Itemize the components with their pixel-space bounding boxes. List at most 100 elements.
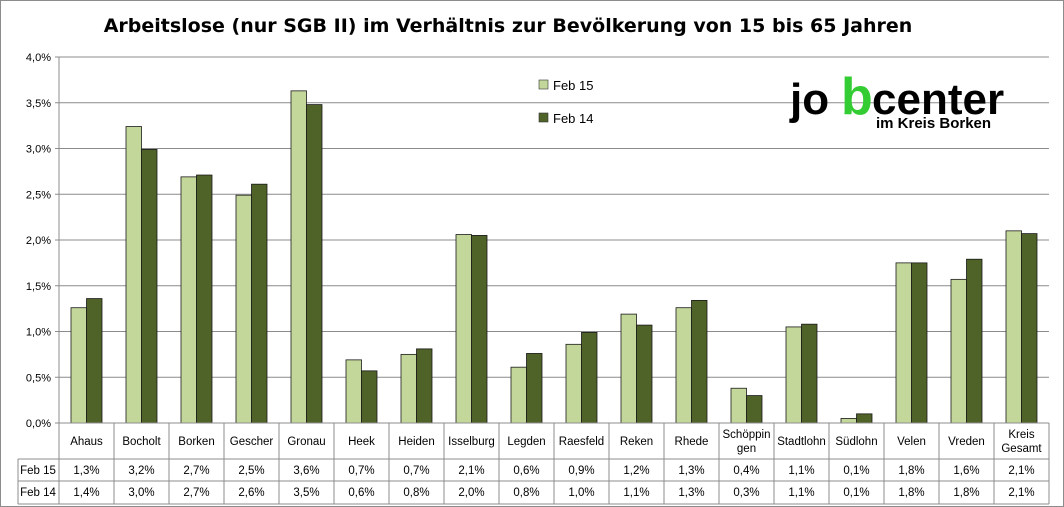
bar-feb14	[471, 235, 488, 424]
table-value: 1,0%	[568, 487, 594, 499]
logo-subtitle: im Kreis Borken	[876, 115, 991, 132]
bar-feb15	[70, 307, 87, 424]
category-label: Gescher	[230, 436, 274, 448]
bar-feb15	[895, 262, 912, 424]
legend: Feb 15 Feb 14	[538, 78, 593, 126]
category-label: Raesfeld	[559, 436, 604, 448]
category-label: Rhede	[675, 436, 709, 448]
table-value: 3,5%	[293, 487, 319, 499]
y-tick-label: 1,0%	[26, 327, 51, 339]
table-value: 1,1%	[623, 487, 649, 499]
table-value: 0,1%	[843, 465, 869, 477]
table-value: 0,8%	[513, 487, 539, 499]
table-value: 0,4%	[733, 465, 759, 477]
category-label: Heiden	[398, 436, 434, 448]
table-value: 1,3%	[678, 487, 704, 499]
legend-label-feb15: Feb 15	[553, 78, 593, 93]
bar-feb15	[785, 326, 802, 424]
bar-feb14	[416, 348, 433, 424]
bar-feb15	[400, 353, 417, 424]
legend-swatch-feb14	[538, 112, 549, 123]
bar-feb15	[455, 234, 472, 424]
bar-feb15	[1005, 230, 1022, 424]
table-series-label: Feb 15	[20, 465, 56, 477]
table-value: 1,2%	[623, 465, 649, 477]
table-value: 0,8%	[403, 487, 429, 499]
table-value: 2,0%	[458, 487, 484, 499]
y-tick-label: 1,5%	[26, 281, 51, 293]
logo-text-b: b	[841, 68, 873, 126]
category-label: Gesamt	[1001, 443, 1042, 455]
table-value: 1,1%	[788, 465, 814, 477]
legend-label-feb14: Feb 14	[553, 111, 593, 126]
category-label: Borken	[178, 436, 214, 448]
table-value: 2,6%	[238, 487, 264, 499]
category-label: Gronau	[287, 436, 325, 448]
table-value: 2,5%	[238, 465, 264, 477]
category-label: Kreis	[1008, 429, 1034, 441]
bar-feb14	[801, 323, 818, 424]
y-tick-label: 3,0%	[26, 144, 51, 156]
table-value: 1,8%	[898, 465, 924, 477]
y-tick-label: 4,0%	[26, 52, 51, 64]
table-value: 1,1%	[788, 487, 814, 499]
bar-feb15	[620, 313, 637, 424]
data-table: Ahaus Bocholt Borken Gescher Gronau Heek Heide…	[17, 422, 1050, 505]
chart-title: Arbeitslose (nur SGB II) im Verhältnis z…	[104, 15, 913, 37]
bar-feb14	[911, 262, 928, 424]
bar-feb14	[196, 174, 213, 424]
legend-swatch-feb15	[538, 79, 549, 90]
table-value: 2,7%	[183, 487, 209, 499]
category-label: Heek	[348, 436, 375, 448]
table-value: 1,4%	[73, 487, 99, 499]
category-label: Ahaus	[70, 436, 103, 448]
table-value: 3,6%	[293, 465, 319, 477]
bar-feb15	[675, 307, 692, 424]
category-label: Legden	[507, 436, 545, 448]
bar-feb14	[141, 149, 158, 424]
gridlines	[59, 56, 1049, 424]
bar-feb15	[565, 343, 582, 424]
y-tick-label: 0,5%	[26, 372, 51, 384]
bar-feb15	[345, 359, 362, 424]
bar-feb14	[361, 370, 378, 424]
y-axis-ticks: 0,0% 0,5% 1,0% 1,5% 2,0% 2,5% 3,0% 3,5% 4,0%	[26, 52, 60, 430]
jobcenter-logo: jo b center im Kreis Borken	[789, 68, 1004, 132]
category-label: Schöppin	[723, 429, 771, 441]
table-value: 3,0%	[128, 487, 154, 499]
table-value: 2,1%	[1008, 465, 1034, 477]
bar-feb14	[856, 413, 873, 424]
bar-feb14	[526, 353, 543, 424]
logo-text-center: center	[872, 75, 1004, 124]
table-value: 1,6%	[953, 465, 979, 477]
category-label: Stadtlohn	[777, 436, 826, 448]
bar-feb15	[840, 418, 857, 424]
logo-text-jo: jo	[789, 75, 829, 124]
table-value: 0,6%	[513, 465, 539, 477]
table-value: 0,6%	[348, 487, 374, 499]
table-value: 1,3%	[73, 465, 99, 477]
bar-feb14	[581, 332, 598, 424]
category-label: Südlohn	[835, 436, 877, 448]
table-series-label: Feb 14	[20, 487, 56, 499]
category-label: Bocholt	[122, 436, 161, 448]
bar-feb14	[1021, 233, 1038, 424]
table-value: 0,9%	[568, 465, 594, 477]
bar-feb15	[180, 176, 197, 424]
bar-feb14	[306, 104, 323, 424]
category-label: Vreden	[948, 436, 985, 448]
bar-feb14	[966, 258, 983, 424]
category-label: Reken	[620, 436, 653, 448]
table-value: 3,2%	[128, 465, 154, 477]
category-label: Velen	[897, 436, 926, 448]
table-value: 1,8%	[953, 487, 979, 499]
table-value: 0,7%	[348, 465, 374, 477]
bars	[70, 90, 1038, 424]
table-value: 0,1%	[843, 487, 869, 499]
category-label: Isselburg	[448, 436, 495, 448]
bar-feb14	[636, 324, 653, 424]
bar-feb14	[251, 183, 268, 424]
table-value: 2,1%	[1008, 487, 1034, 499]
table-value: 1,3%	[678, 465, 704, 477]
